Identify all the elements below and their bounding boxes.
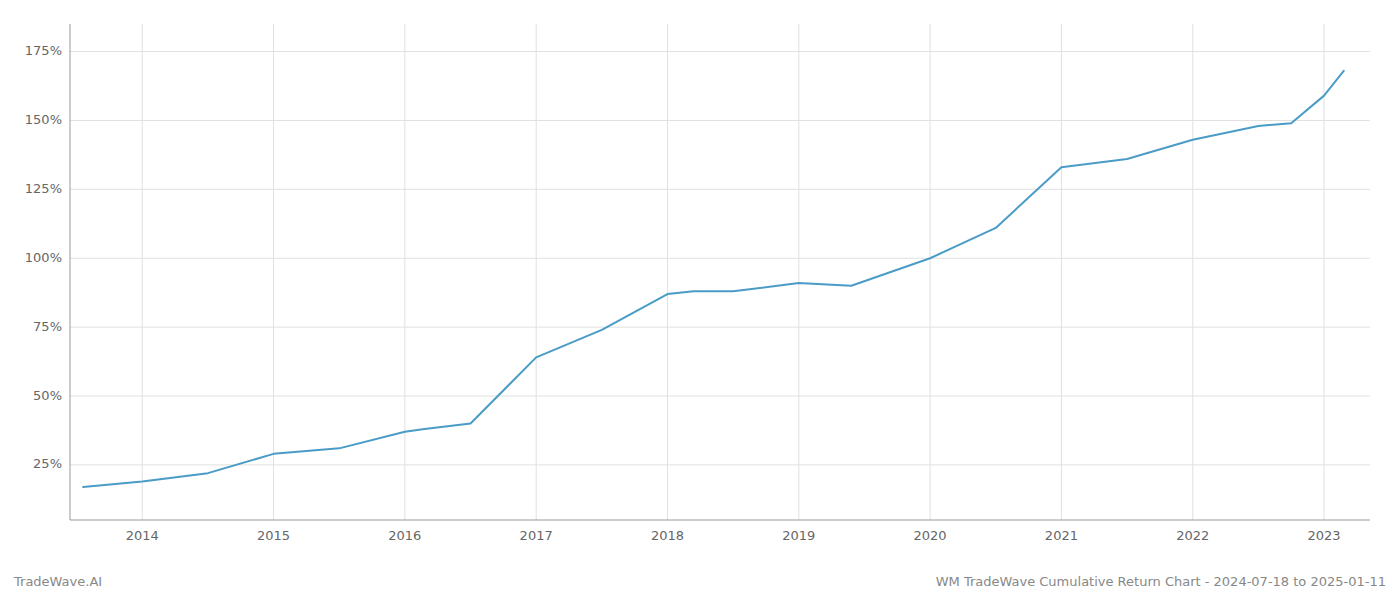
x-tick-label: 2020 xyxy=(914,528,947,543)
chart: 25% 50% 75% 100% 125% 150% 175% 2014 2015 2016 201… xyxy=(0,0,1400,600)
x-grid-line xyxy=(404,24,405,520)
y-grid-line xyxy=(70,51,1370,52)
x-grid-line xyxy=(1324,24,1325,520)
x-tick-label: 2022 xyxy=(1176,528,1209,543)
x-grid-line xyxy=(667,24,668,520)
x-tick-label: 2019 xyxy=(782,528,815,543)
y-tick-label: 75% xyxy=(33,319,62,334)
y-tick-label: 125% xyxy=(25,181,62,196)
x-grid-line xyxy=(930,24,931,520)
y-grid-line xyxy=(70,464,1370,465)
grid xyxy=(70,24,1370,520)
y-tick-label: 100% xyxy=(25,250,62,265)
y-grid-line xyxy=(70,327,1370,328)
y-grid-line xyxy=(70,120,1370,121)
y-tick-label: 50% xyxy=(33,388,62,403)
title: WM TradeWave Cumulative Return Chart - 2… xyxy=(936,574,1386,589)
x-tick-label: 2023 xyxy=(1307,528,1340,543)
x-tick-label: 2015 xyxy=(257,528,290,543)
x-grid-line xyxy=(536,24,537,520)
y-grid-line xyxy=(70,396,1370,397)
y-tick-label: 175% xyxy=(25,43,62,58)
y-grid-line xyxy=(70,258,1370,259)
x-tick-label: 2016 xyxy=(388,528,421,543)
plot-area xyxy=(83,71,1344,487)
x-tick-label: 2018 xyxy=(651,528,684,543)
watermark: TradeWave.AI xyxy=(13,574,102,589)
x-tick-label: 2017 xyxy=(520,528,553,543)
x-grid-line xyxy=(1061,24,1062,520)
x-grid-line xyxy=(1192,24,1193,520)
y-grid-line xyxy=(70,189,1370,190)
line xyxy=(83,71,1344,487)
x-grid-line xyxy=(798,24,799,520)
x-grid-line xyxy=(142,24,143,520)
y-tick-label: 25% xyxy=(33,456,62,471)
x-axis-line xyxy=(70,520,1370,521)
x-grid-line xyxy=(273,24,274,520)
axes: 25% 50% 75% 100% 125% 150% 175% 2014 2015 2016 201… xyxy=(25,24,1370,543)
y-tick-label: 150% xyxy=(25,112,62,127)
x-tick-label: 2021 xyxy=(1045,528,1078,543)
y-axis-line xyxy=(70,24,71,520)
x-tick-label: 2014 xyxy=(126,528,159,543)
